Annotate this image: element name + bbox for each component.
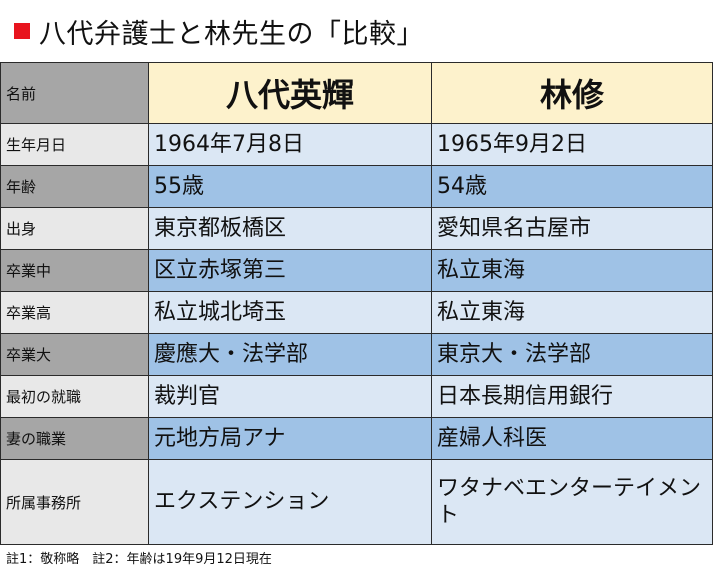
person-b-value: 日本長期信用銀行 bbox=[431, 375, 713, 418]
row-label: 卒業中 bbox=[0, 249, 149, 292]
table-row-university: 卒業大 慶應大・法学部 東京大・法学部 bbox=[0, 333, 713, 376]
person-a-value: 元地方局アナ bbox=[148, 417, 432, 460]
person-b-value: 54歳 bbox=[431, 165, 713, 208]
person-b-value: 私立東海 bbox=[431, 249, 713, 292]
person-a-name: 八代英輝 bbox=[148, 62, 432, 124]
row-label: 卒業高 bbox=[0, 291, 149, 334]
person-b-name: 林修 bbox=[431, 62, 713, 124]
person-a-value: 東京都板橋区 bbox=[148, 207, 432, 250]
person-b-value: 私立東海 bbox=[431, 291, 713, 334]
row-label: 卒業大 bbox=[0, 333, 149, 376]
row-label: 所属事務所 bbox=[0, 459, 149, 545]
person-b-value: 産婦人科医 bbox=[431, 417, 713, 460]
person-b-value: 愛知県名古屋市 bbox=[431, 207, 713, 250]
row-label: 最初の就職 bbox=[0, 375, 149, 418]
person-b-value: 1965年9月2日 bbox=[431, 123, 713, 166]
person-a-value: 私立城北埼玉 bbox=[148, 291, 432, 334]
table-row-hometown: 出身 東京都板橋区 愛知県名古屋市 bbox=[0, 207, 713, 250]
table-row-first-job: 最初の就職 裁判官 日本長期信用銀行 bbox=[0, 375, 713, 418]
footnote: 註1：敬称略 註2：年齢は19年9月12日現在 bbox=[6, 552, 272, 567]
table-row-age: 年齢 55歳 54歳 bbox=[0, 165, 713, 208]
table-row-middle-school: 卒業中 区立赤塚第三 私立東海 bbox=[0, 249, 713, 292]
comparison-table: 名前 八代英輝 林修 生年月日 1964年7月8日 1965年9月2日 年齢 5… bbox=[0, 62, 713, 545]
person-b-value: 東京大・法学部 bbox=[431, 333, 713, 376]
person-b-value: ワタナベエンターテイメント bbox=[431, 459, 713, 545]
table-row-high-school: 卒業高 私立城北埼玉 私立東海 bbox=[0, 291, 713, 334]
row-label: 年齢 bbox=[0, 165, 149, 208]
table-row-birthdate: 生年月日 1964年7月8日 1965年9月2日 bbox=[0, 123, 713, 166]
row-label: 出身 bbox=[0, 207, 149, 250]
person-a-value: エクステンション bbox=[148, 459, 432, 545]
table-header-row: 名前 八代英輝 林修 bbox=[0, 62, 713, 124]
person-a-value: 1964年7月8日 bbox=[148, 123, 432, 166]
page-title-bar: 八代弁護士と林先生の「比較」 bbox=[0, 0, 714, 62]
person-a-value: 55歳 bbox=[148, 165, 432, 208]
row-label: 名前 bbox=[0, 62, 149, 124]
table-row-agency: 所属事務所 エクステンション ワタナベエンターテイメント bbox=[0, 459, 713, 545]
page-title: 八代弁護士と林先生の「比較」 bbox=[39, 18, 424, 50]
person-a-value: 区立赤塚第三 bbox=[148, 249, 432, 292]
table-row-spouse-job: 妻の職業 元地方局アナ 産婦人科医 bbox=[0, 417, 713, 460]
person-a-value: 裁判官 bbox=[148, 375, 432, 418]
person-a-value: 慶應大・法学部 bbox=[148, 333, 432, 376]
row-label: 生年月日 bbox=[0, 123, 149, 166]
red-square-icon bbox=[14, 23, 30, 39]
row-label: 妻の職業 bbox=[0, 417, 149, 460]
